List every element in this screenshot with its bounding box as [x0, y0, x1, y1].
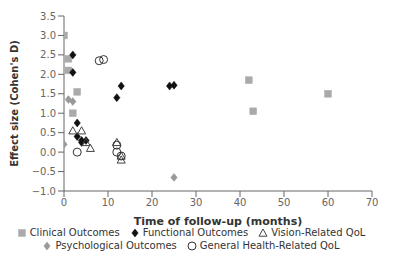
svg-text:1.0: 1.0 — [40, 108, 56, 119]
html-text:Vision-Related QoL: Vision-Related QoL — [271, 227, 366, 238]
html-text:Psychological Outcomes: Psychological Outcomes — [55, 240, 177, 251]
html-text:Functional Outcomes: Functional Outcomes — [142, 227, 249, 238]
svg-text:0: 0 — [61, 197, 67, 208]
svg-text:40: 40 — [234, 197, 247, 208]
svg-text:70: 70 — [366, 197, 379, 208]
svg-text:Time of follow-up (months): Time of follow-up (months) — [134, 215, 302, 228]
svg-text:Effect size (Cohen's D): Effect size (Cohen's D) — [9, 40, 20, 167]
svg-text:2.0: 2.0 — [40, 69, 56, 80]
html-text:General Health-Related QoL: General Health-Related QoL — [199, 240, 340, 251]
svg-text:50: 50 — [278, 197, 291, 208]
svg-text:0.0: 0.0 — [40, 147, 56, 158]
svg-text:20: 20 — [146, 197, 159, 208]
svg-text:1.5: 1.5 — [40, 88, 56, 99]
svg-text:2.5: 2.5 — [40, 49, 56, 60]
svg-text:3.0: 3.0 — [40, 30, 56, 41]
svg-text:3.5: 3.5 — [40, 11, 56, 22]
html-text:Clinical Outcomes: Clinical Outcomes — [29, 227, 120, 238]
svg-text:−0.5: −0.5 — [32, 166, 56, 177]
svg-text:30: 30 — [190, 197, 203, 208]
svg-text:10: 10 — [102, 197, 115, 208]
svg-text:0.5: 0.5 — [40, 127, 56, 138]
svg-text:60: 60 — [322, 197, 335, 208]
svg-text:−1.0: −1.0 — [32, 186, 56, 197]
